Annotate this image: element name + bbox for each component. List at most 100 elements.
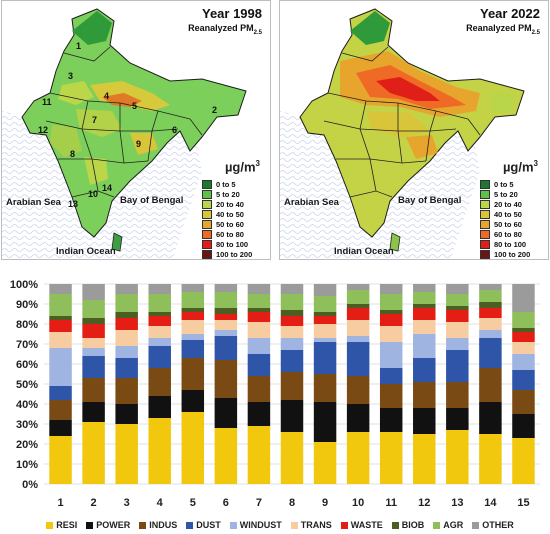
bar-segment-agr <box>413 292 436 304</box>
bar-segment-other <box>413 284 436 292</box>
map-legend-swatch <box>202 209 212 219</box>
map-legend-label: 5 to 20 <box>494 189 518 199</box>
bar-segment-power <box>148 396 171 418</box>
map-legend-item: 0 to 5 <box>202 179 266 189</box>
legend-item-indus: INDUS <box>139 520 177 530</box>
legend-label: AGR <box>443 520 464 530</box>
y-tick-label: 30% <box>16 419 38 431</box>
y-tick-label: 70% <box>16 339 38 351</box>
bar-segment-power <box>214 398 238 428</box>
y-tick-label: 60% <box>16 359 38 371</box>
bar-segment-other <box>148 284 171 294</box>
legend-swatch <box>290 521 298 529</box>
bar-segment-indus <box>280 372 304 400</box>
bar-segment-power <box>379 408 403 432</box>
legend-item-dust: DUST <box>186 520 221 530</box>
legend-item-agr: AGR <box>433 520 463 530</box>
bar-segment-windust <box>413 334 436 358</box>
bar-segment-resi <box>181 412 205 484</box>
bar-segment-indus <box>49 400 72 420</box>
map-legend-label: 80 to 100 <box>494 239 527 249</box>
bar-segment-resi <box>479 434 502 484</box>
bar-segment-trans <box>413 320 436 334</box>
region-label: 11 <box>42 97 52 107</box>
map-legend-label: 40 to 50 <box>216 209 244 219</box>
map-legend-swatch <box>202 179 212 189</box>
legend-swatch <box>433 521 441 529</box>
map-legend-swatch <box>480 219 490 229</box>
bar-segment-indus <box>115 378 138 404</box>
legend-label: TRANS <box>300 520 332 530</box>
legend-swatch <box>46 521 54 529</box>
bar-segment-agr <box>247 294 271 308</box>
bar-segment-agr <box>512 312 535 328</box>
bar-segment-waste <box>247 312 271 322</box>
map-legend-item: 5 to 20 <box>202 189 266 199</box>
bar-segment-power <box>413 408 436 434</box>
map-legend-item: 60 to 80 <box>480 229 544 239</box>
y-tick-label: 100% <box>10 279 38 291</box>
bar-segment-agr <box>280 294 304 310</box>
bar-segment-windust <box>512 354 535 370</box>
bar-segment-waste <box>49 320 72 332</box>
bar-segment-indus <box>446 382 469 408</box>
legend-label: RESI <box>56 520 78 530</box>
bar-segment-indus <box>346 376 370 404</box>
bar-segment-biob <box>313 312 337 316</box>
bar-segment-resi <box>313 442 337 484</box>
legend-item-resi: RESI <box>46 520 77 530</box>
map-legend-label: 60 to 80 <box>494 229 522 239</box>
region-label: 13 <box>68 199 78 209</box>
bar-segment-agr <box>346 290 370 304</box>
x-tick-label: 10 <box>352 497 364 509</box>
map-legend-swatch <box>202 219 212 229</box>
y-tick-label: 90% <box>16 299 38 311</box>
region-label: 7 <box>92 115 97 125</box>
bar-segment-other <box>49 284 72 294</box>
bar-segment-power <box>49 420 72 436</box>
bar-segment-waste <box>379 314 403 326</box>
map-legend-label: 60 to 80 <box>216 229 244 239</box>
bar-segment-dust <box>214 336 238 360</box>
bar-segment-dust <box>413 358 436 382</box>
bar-segment-trans <box>446 322 469 338</box>
bar-segment-biob <box>446 306 469 310</box>
bar-segment-dust <box>49 386 72 400</box>
bar-segment-trans <box>346 320 370 336</box>
map-legend-item: 60 to 80 <box>202 229 266 239</box>
map-legend-item: 80 to 100 <box>480 239 544 249</box>
legend-swatch <box>139 521 147 529</box>
bar-segment-dust <box>512 370 535 390</box>
bar-segment-biob <box>280 310 304 316</box>
map-subtitle: Reanalyzed PM2.5 <box>466 23 540 36</box>
legend-label: WASTE <box>350 520 383 530</box>
bar-segment-trans <box>247 322 271 338</box>
bar-segment-resi <box>148 418 171 484</box>
bar-segment-resi <box>280 432 304 484</box>
legend-swatch <box>86 521 94 529</box>
region-label: 4 <box>104 91 109 101</box>
bar-segment-biob <box>247 308 271 312</box>
bar-segment-windust <box>181 334 205 340</box>
bar-segment-biob <box>379 310 403 314</box>
bar-segment-power <box>247 402 271 426</box>
bar-segment-indus <box>214 360 238 398</box>
legend-item-waste: WASTE <box>340 520 383 530</box>
map-legend-item: 40 to 50 <box>202 209 266 219</box>
map-legend-label: 0 to 5 <box>494 179 514 189</box>
bar-segment-dust <box>346 342 370 376</box>
bar-segment-agr <box>181 292 205 308</box>
bar-segment-power <box>181 390 205 412</box>
bar-segment-indus <box>313 374 337 402</box>
bar-segment-resi <box>446 430 469 484</box>
bar-segment-trans <box>181 320 205 334</box>
sea-label: Bay of Bengal <box>120 195 184 206</box>
bar-segment-agr <box>313 296 337 312</box>
bar-segment-power <box>280 400 304 432</box>
bar-segment-biob <box>148 312 171 316</box>
bar-segment-agr <box>148 294 171 312</box>
bar-segment-biob <box>49 316 72 320</box>
region-label: 1 <box>76 41 81 51</box>
map-legend-item: 20 to 40 <box>480 199 544 209</box>
